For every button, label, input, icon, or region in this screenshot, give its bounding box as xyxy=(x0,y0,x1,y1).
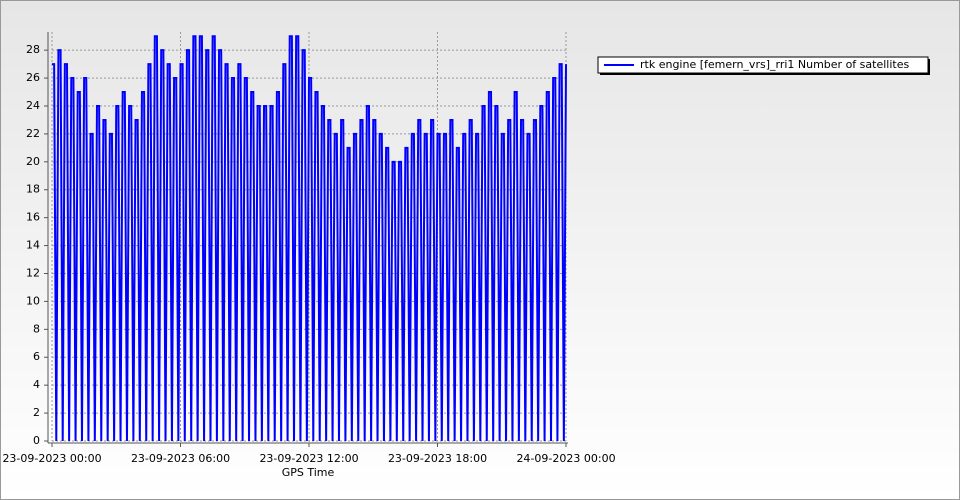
y-tick-label: 8 xyxy=(33,322,40,335)
y-tick-label: 26 xyxy=(26,71,40,84)
y-tick-label: 16 xyxy=(26,211,40,224)
x-axis-label: GPS Time xyxy=(282,466,335,479)
x-tick-label: 23-09-2023 12:00 xyxy=(259,452,358,465)
legend-box xyxy=(597,56,929,74)
y-tick-label: 22 xyxy=(26,127,40,140)
y-tick-label: 28 xyxy=(26,43,40,56)
series-line xyxy=(52,35,567,442)
y-tick-label: 14 xyxy=(26,239,40,252)
x-tick-label: 23-09-2023 06:00 xyxy=(131,452,230,465)
y-tick-label: 4 xyxy=(33,378,40,391)
x-tick-label: 24-09-2023 00:00 xyxy=(516,452,615,465)
x-tick-label: 23-09-2023 00:00 xyxy=(2,452,101,465)
y-tick-label: 2 xyxy=(33,406,40,419)
y-tick-label: 18 xyxy=(26,183,40,196)
y-tick-label: 20 xyxy=(26,155,40,168)
y-tick-label: 10 xyxy=(26,294,40,307)
y-tick-label: 12 xyxy=(26,266,40,279)
y-tick-label: 24 xyxy=(26,99,40,112)
legend-label: rtk engine [femern_vrs]_rri1 Number of s… xyxy=(640,58,909,71)
y-tick-label: 0 xyxy=(33,434,40,447)
x-tick-label: 23-09-2023 18:00 xyxy=(388,452,487,465)
y-tick-label: 6 xyxy=(33,350,40,363)
